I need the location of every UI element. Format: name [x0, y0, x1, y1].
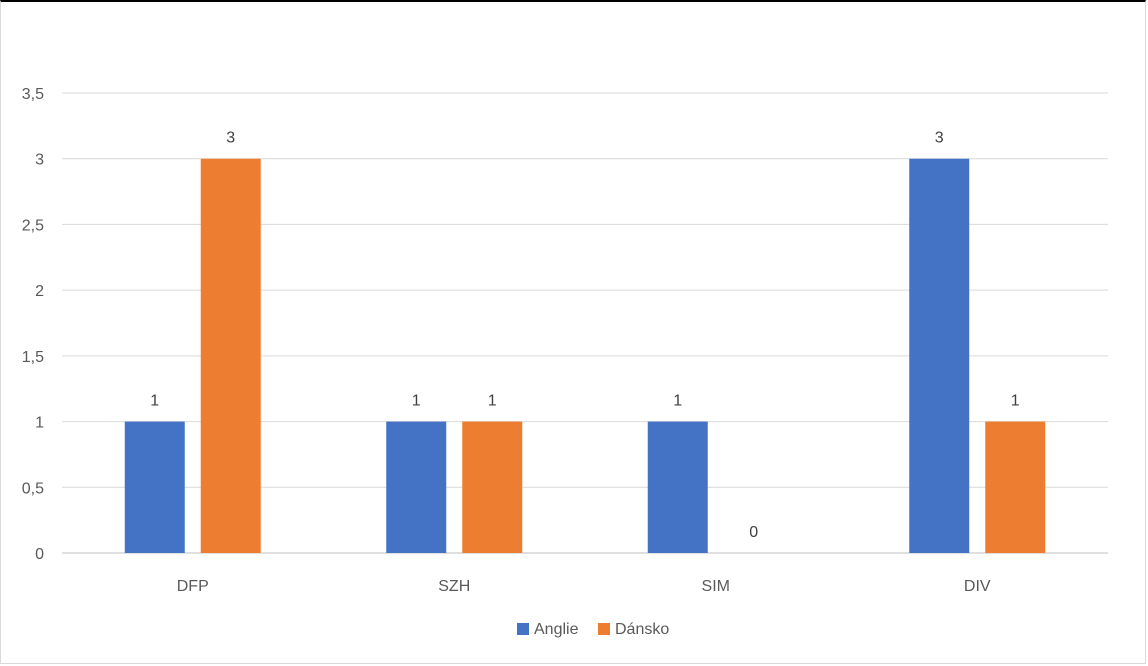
data-label: 3: [226, 130, 235, 147]
y-tick-label: 3,5: [22, 86, 44, 103]
y-tick-label: 2: [35, 283, 44, 300]
y-tick-label: 1: [35, 415, 44, 432]
data-label: 1: [488, 393, 497, 410]
x-tick-label: SIM: [702, 578, 730, 595]
x-tick-label: DFP: [177, 578, 209, 595]
bars: [124, 158, 1046, 553]
legend-label: Anglie: [534, 621, 579, 638]
bar-dfp-dánsko: [200, 158, 261, 553]
y-tick-label: 0,5: [22, 480, 44, 497]
y-axis: 0 0,5 1 1,5 2 2,5 3 3,5: [22, 86, 44, 563]
x-tick-label: DIV: [964, 578, 991, 595]
y-tick-label: 1,5: [22, 349, 44, 366]
legend-swatch-dánsko: [598, 623, 610, 635]
data-label: 0: [749, 524, 758, 541]
data-label: 1: [412, 393, 421, 410]
bar-szh-dánsko: [462, 421, 523, 553]
x-axis: DFP SZH SIM DIV: [177, 578, 991, 595]
legend: Anglie Dánsko: [517, 621, 669, 638]
bar-sim-anglie: [647, 421, 708, 553]
bar-div-dánsko: [985, 421, 1046, 553]
data-label: 3: [935, 130, 944, 147]
data-label: 1: [150, 393, 159, 410]
bar-dfp-anglie: [124, 421, 185, 553]
bar-szh-anglie: [386, 421, 447, 553]
data-labels: 1 3 1 1 1 0 3 1: [150, 130, 1020, 541]
legend-label: Dánsko: [615, 621, 669, 638]
x-tick-label: SZH: [438, 578, 470, 595]
y-tick-label: 3: [35, 152, 44, 169]
bar-div-anglie: [909, 158, 970, 553]
legend-swatch-anglie: [517, 623, 529, 635]
y-tick-label: 0: [35, 546, 44, 563]
data-label: 1: [673, 393, 682, 410]
data-label: 1: [1011, 393, 1020, 410]
y-tick-label: 2,5: [22, 217, 44, 234]
